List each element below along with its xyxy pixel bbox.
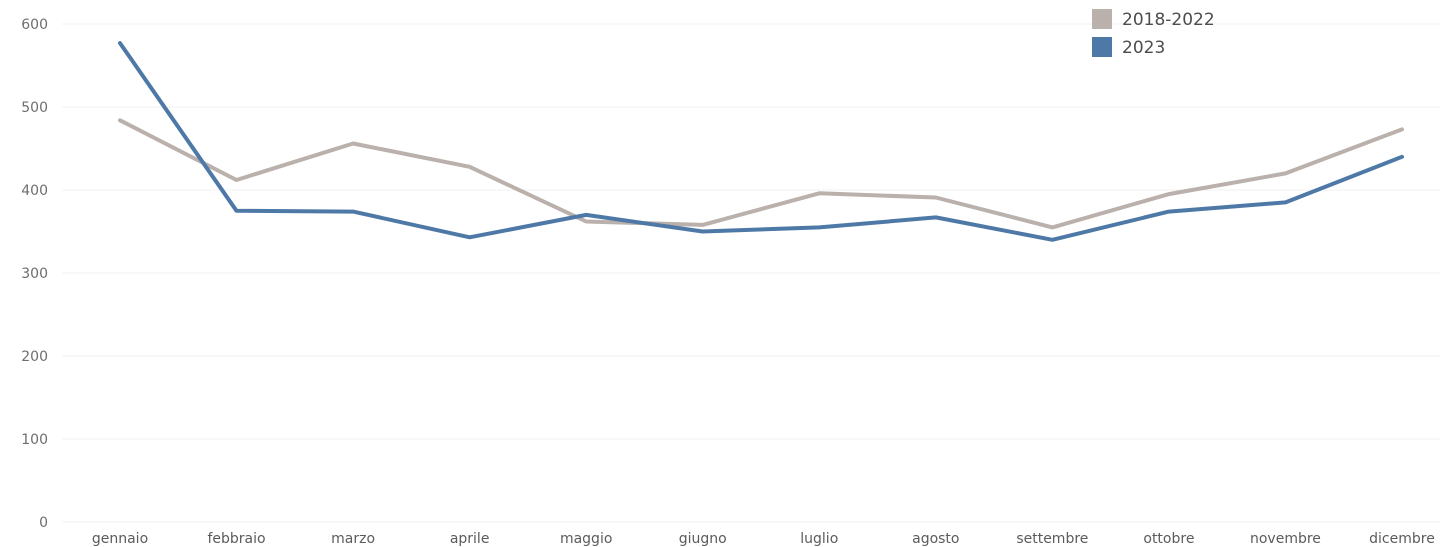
legend-label-2023: 2023 (1122, 38, 1165, 58)
series-line-2018-2022 (118, 118, 1404, 230)
x-tick-label-marzo: marzo (331, 531, 375, 547)
x-tick-label-maggio: maggio (560, 531, 612, 547)
y-axis: 0 100 200 300 400 500 600 (21, 17, 48, 531)
legend-label-2018-2022: 2018-2022 (1122, 10, 1215, 30)
x-tick-label-febbraio: febbraio (207, 531, 265, 547)
series-line-2023 (118, 41, 1404, 242)
x-tick-label-gennaio: gennaio (92, 531, 148, 547)
x-tick-label-agosto: agosto (912, 531, 959, 547)
x-tick-label-dicembre: dicembre (1369, 531, 1435, 547)
legend-swatch-2018-2022 (1092, 9, 1112, 29)
y-tick-label: 100 (21, 432, 48, 448)
x-axis: gennaio febbraio marzo aprile maggio giugno lu… (92, 531, 1435, 547)
y-tick-label: 300 (21, 266, 48, 282)
y-tick-label: 200 (21, 349, 48, 365)
y-tick-label: 500 (21, 100, 48, 116)
y-tick-label: 0 (39, 515, 48, 531)
x-tick-label-luglio: luglio (800, 531, 838, 547)
x-tick-label-ottobre: ottobre (1143, 531, 1194, 547)
legend-swatch-2023 (1092, 37, 1112, 57)
y-tick-label: 600 (21, 17, 48, 33)
x-tick-label-novembre: novembre (1250, 531, 1321, 547)
x-tick-label-settembre: settembre (1016, 531, 1088, 547)
x-tick-label-aprile: aprile (450, 531, 490, 547)
x-tick-label-giugno: giugno (679, 531, 727, 547)
series-layer (118, 41, 1404, 242)
legend: 2018-2022 2023 (1092, 9, 1215, 58)
grid-layer (62, 23, 1440, 523)
y-tick-label: 400 (21, 183, 48, 199)
